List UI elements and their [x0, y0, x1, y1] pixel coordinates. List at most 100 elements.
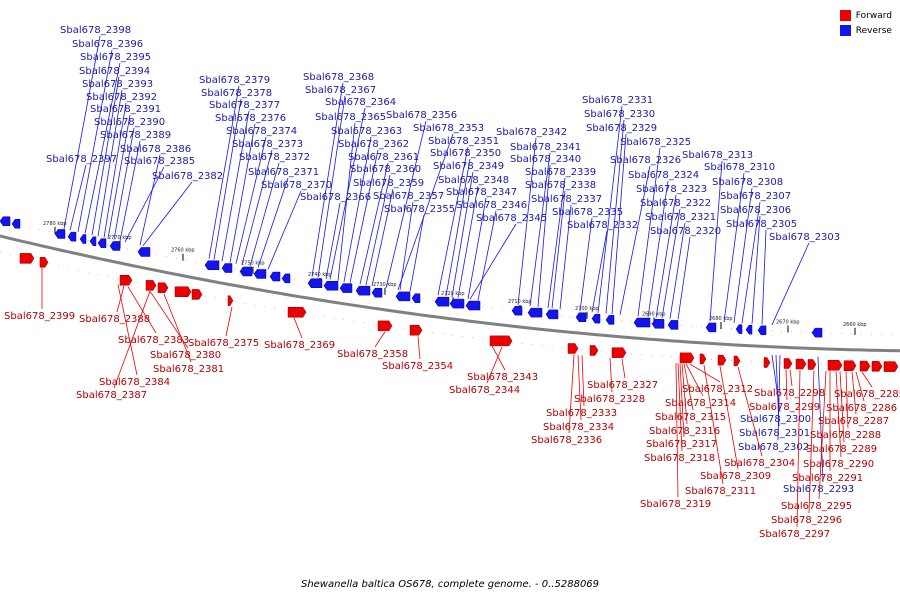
reverse-gene-label: Sbal678_2391	[90, 104, 161, 115]
forward-leader-line	[621, 358, 626, 379]
forward-leader-line	[581, 355, 585, 407]
forward-gene	[174, 286, 192, 297]
reverse-leader-line	[445, 158, 471, 297]
reverse-leader-line	[257, 177, 289, 268]
reverse-leader-line	[63, 35, 101, 229]
reverse-gene-label: Sbal678_2364	[325, 97, 396, 108]
reverse-gene	[109, 241, 121, 251]
reverse-leader-line	[213, 98, 242, 260]
reverse-leader-line	[723, 172, 745, 323]
forward-track-guide	[0, 251, 900, 368]
reverse-gene-label: Sbal678_2337	[531, 194, 602, 205]
reverse-gene-label: Sbal678_2342	[496, 127, 567, 138]
reverse-gene	[605, 315, 615, 325]
reverse-gene	[511, 305, 523, 316]
reverse-gene-label: Sbal678_2341	[510, 142, 581, 153]
reverse-gene	[0, 216, 11, 226]
forward-gene-label: Sbal678_2375	[188, 338, 259, 349]
forward-gene-label: Sbal678_2304	[724, 458, 795, 469]
reverse-gene-label: Sbal678_2371	[248, 167, 319, 178]
reverse-leader-line	[317, 95, 346, 278]
forward-leader-line	[789, 369, 793, 387]
forward-gene-label: Sbal678_2298	[754, 388, 825, 399]
forward-leader-line	[293, 317, 303, 339]
genome-backbone	[0, 234, 900, 353]
reverse-leader-line	[139, 154, 161, 246]
reverse-gene-label: Sbal678_2392	[86, 92, 157, 103]
reverse-leader-line	[208, 85, 240, 259]
reverse-leader-line	[469, 223, 517, 300]
forward-gene	[859, 360, 871, 372]
reverse-leader-line	[107, 114, 131, 239]
reverse-gene	[527, 307, 543, 318]
reverse-gene-label: Sbal678_2396	[72, 39, 143, 50]
reverse-gene-label: Sbal678_2355	[384, 204, 455, 215]
reverse-gene	[371, 287, 383, 298]
reverse-gene-label: Sbal678_2367	[305, 85, 376, 96]
reverse-leader-line	[597, 105, 623, 313]
reverse-gene	[269, 271, 281, 282]
forward-leader-line	[127, 286, 157, 334]
reverse-gene-label: Sbal678_2302	[738, 442, 809, 453]
reverse-gene-label: Sbal678_2393	[82, 79, 153, 90]
reverse-leader-line	[84, 62, 121, 234]
reverse-gene-label: Sbal678_2339	[525, 167, 596, 178]
scale-tick-label: 2760 kbp	[171, 248, 195, 254]
reverse-gene-label: Sbal678_2306	[720, 205, 791, 216]
forward-gene-label: Sbal678_2327	[587, 380, 658, 391]
forward-gene	[145, 280, 157, 291]
forward-gene-label: Sbal678_2314	[665, 398, 736, 409]
forward-gene-label: Sbal678_2316	[649, 426, 720, 437]
reverse-gene-label: Sbal678_2389	[100, 130, 171, 141]
forward-gene	[119, 275, 133, 286]
reverse-leader-line	[97, 89, 123, 237]
forward-leader-line	[677, 363, 683, 452]
forward-gene	[807, 359, 817, 370]
reverse-gene	[307, 278, 323, 288]
reverse-gene-label: Sbal678_2351	[428, 136, 499, 147]
forward-leader-line	[491, 345, 506, 371]
forward-swatch	[839, 10, 851, 21]
reverse-leader-line	[777, 355, 781, 441]
reverse-gene-label: Sbal678_2350	[430, 148, 501, 159]
forward-leader-line	[679, 363, 685, 438]
reverse-gene-label: Sbal678_2360	[350, 164, 421, 175]
forward-gene	[699, 353, 707, 365]
reverse-gene	[651, 319, 665, 329]
forward-gene-label: Sbal678_2381	[153, 364, 224, 375]
legend: Forward Reverse	[839, 8, 892, 38]
reverse-gene-label: Sbal678_2326	[610, 155, 681, 166]
reverse-leader-line	[235, 136, 267, 264]
forward-gene	[39, 257, 49, 268]
reverse-gene	[253, 269, 267, 279]
reverse-gene-label: Sbal678_2378	[201, 88, 272, 99]
reverse-gene-label: Sbal678_2301	[739, 428, 810, 439]
reverse-gene-label: Sbal678_2340	[510, 154, 581, 165]
reverse-leader-line	[241, 149, 273, 265]
reverse-leader-line	[611, 133, 627, 315]
forward-gene	[733, 355, 741, 367]
forward-gene-label: Sbal678_2291	[792, 473, 863, 484]
legend-reverse-label: Reverse	[855, 25, 892, 36]
reverse-leader-line	[537, 164, 551, 307]
reverse-gene	[339, 283, 353, 293]
forward-gene	[567, 343, 579, 354]
reverse-gene	[735, 324, 743, 334]
reverse-gene-label: Sbal678_2310	[704, 162, 775, 173]
forward-leader-line	[225, 306, 233, 337]
reverse-leader-line	[409, 214, 425, 292]
reverse-leader-line	[655, 194, 677, 318]
reverse-gene-label: Sbal678_2359	[353, 178, 424, 189]
scale-tick-label: 2700 kbp	[575, 306, 599, 312]
reverse-gene	[281, 273, 291, 284]
reverse-gene-label: Sbal678_2362	[338, 139, 409, 150]
reverse-leader-line	[761, 229, 767, 325]
reverse-leader-line	[619, 165, 651, 315]
reverse-gene	[79, 234, 87, 244]
forward-gene-label: Sbal678_2334	[543, 422, 614, 433]
reverse-leader-line	[385, 120, 427, 289]
reverse-leader-line	[771, 242, 810, 325]
scale-tick-label: 2770 kbp	[108, 235, 132, 241]
reverse-gene	[54, 229, 66, 239]
forward-gene	[489, 335, 513, 347]
